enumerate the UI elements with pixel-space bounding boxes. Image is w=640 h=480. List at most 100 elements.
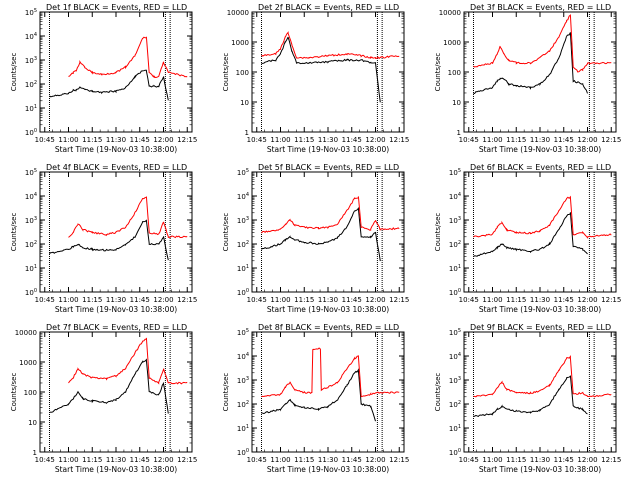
x-tick-label: 12:00 [365,456,385,464]
panel-det-5: Det 5f BLACK = Events, RED = LLD 100 101 10… [222,163,409,314]
y-tick-label: 100 [449,288,461,297]
panel-det-6: Det 6f BLACK = Events, RED = LLD 100 101 10… [434,163,621,314]
x-tick-label: 11:45 [342,296,362,304]
y-tick-label: 102 [25,240,37,249]
panel-det-1: Det 1f BLACK = Events, RED = LLD 100 101 10… [10,3,197,154]
panel-det-8: Det 8f BLACK = Events, RED = LLD 100 101 10… [222,323,409,474]
x-tick-label: 10:45 [35,456,55,464]
y-axis-label: Counts/sec [222,213,230,252]
y-tick-label: 105 [237,328,249,337]
x-tick-label: 11:30 [530,136,550,144]
x-tick-label: 10:45 [247,456,267,464]
x-tick-label: 11:00 [270,456,290,464]
series-line-lld [261,347,400,398]
series-line-lld [261,31,400,60]
x-tick-label: 11:00 [58,296,78,304]
y-tick-label: 1 [457,129,461,137]
series-line-events [49,69,169,101]
y-tick-label: 10 [28,419,37,427]
panel-title: Det 7f BLACK = Events, RED = LLD [46,323,187,332]
plot-frame [463,11,617,133]
x-tick-label: 10:45 [35,136,55,144]
y-tick-label: 100 [236,69,249,77]
x-tick-label: 11:15 [294,136,314,144]
y-axis-label: Counts/sec [434,213,442,252]
x-tick-label: 11:00 [58,136,78,144]
x-tick-label: 11:45 [130,296,150,304]
plot-frame [251,171,405,293]
panel-det-9: Det 9f BLACK = Events, RED = LLD 100 101 10… [434,323,621,474]
panel-det-2: Det 2f BLACK = Events, RED = LLD 1 10 100 10… [222,3,409,154]
y-tick-label: 100 [449,448,461,457]
y-tick-label: 10000 [15,329,37,337]
y-axis-label: Counts/sec [10,213,18,252]
y-tick-label: 103 [25,216,37,225]
x-axis-label: Start Time (19-Nov-03 10:38:00) [479,305,601,314]
series-line-events [261,206,381,262]
x-axis-label: Start Time (19-Nov-03 10:38:00) [267,145,389,154]
y-tick-label: 100 [24,389,37,397]
y-tick-label: 104 [237,352,249,361]
x-tick-label: 11:30 [530,456,550,464]
x-tick-label: 12:15 [601,456,621,464]
x-tick-label: 11:30 [318,456,338,464]
series-line-events [49,219,169,261]
x-tick-label: 11:00 [482,296,502,304]
x-tick-label: 12:00 [577,136,597,144]
panel-title: Det 2f BLACK = Events, RED = LLD [258,3,399,12]
y-tick-label: 104 [449,192,461,201]
series-line-events [49,358,169,414]
y-tick-label: 101 [25,104,37,113]
y-tick-label: 104 [237,192,249,201]
x-tick-label: 11:00 [482,456,502,464]
y-tick-label: 103 [237,216,249,225]
x-axis-label: Start Time (19-Nov-03 10:38:00) [55,465,177,474]
series-line-events [261,368,376,422]
y-tick-label: 1 [245,129,249,137]
x-tick-label: 10:45 [35,296,55,304]
x-tick-label: 10:45 [247,136,267,144]
plot-frame [251,11,405,133]
y-tick-label: 102 [449,400,461,409]
y-tick-label: 104 [449,352,461,361]
y-axis-label: Counts/sec [434,53,442,92]
y-tick-label: 101 [449,424,461,433]
series-line-lld [68,36,188,79]
x-tick-label: 10:45 [459,136,479,144]
y-tick-label: 10000 [227,9,249,17]
panel-title: Det 5f BLACK = Events, RED = LLD [258,163,399,172]
x-tick-label: 12:15 [601,296,621,304]
y-tick-label: 105 [449,328,461,337]
y-axis-label: Counts/sec [434,373,442,412]
x-tick-label: 10:45 [459,456,479,464]
x-tick-label: 11:00 [270,136,290,144]
x-tick-label: 11:45 [342,136,362,144]
y-tick-label: 101 [449,264,461,273]
x-axis-label: Start Time (19-Nov-03 10:38:00) [479,145,601,154]
panel-title: Det 4f BLACK = Events, RED = LLD [46,163,187,172]
series-line-lld [473,355,612,398]
x-tick-label: 12:00 [577,296,597,304]
y-tick-label: 102 [25,80,37,89]
x-axis-label: Start Time (19-Nov-03 10:38:00) [267,305,389,314]
x-axis-label: Start Time (19-Nov-03 10:38:00) [267,465,389,474]
x-tick-label: 12:00 [153,456,173,464]
y-tick-label: 103 [237,376,249,385]
x-tick-label: 11:30 [530,296,550,304]
series-line-lld [68,196,188,239]
x-tick-label: 11:30 [106,136,126,144]
series-line-lld [261,196,400,234]
y-tick-label: 1000 [231,39,249,47]
y-tick-label: 102 [237,400,249,409]
x-tick-label: 11:45 [554,456,574,464]
panel-det-3: Det 3f BLACK = Events, RED = LLD 1 10 100 10… [434,3,621,154]
series-line-events [473,32,588,94]
series-line-lld [68,337,188,385]
x-tick-label: 11:15 [506,456,526,464]
y-tick-label: 101 [25,264,37,273]
x-tick-label: 12:15 [177,456,197,464]
panel-title: Det 1f BLACK = Events, RED = LLD [46,3,187,12]
x-tick-label: 12:15 [177,296,197,304]
x-tick-label: 11:30 [106,456,126,464]
